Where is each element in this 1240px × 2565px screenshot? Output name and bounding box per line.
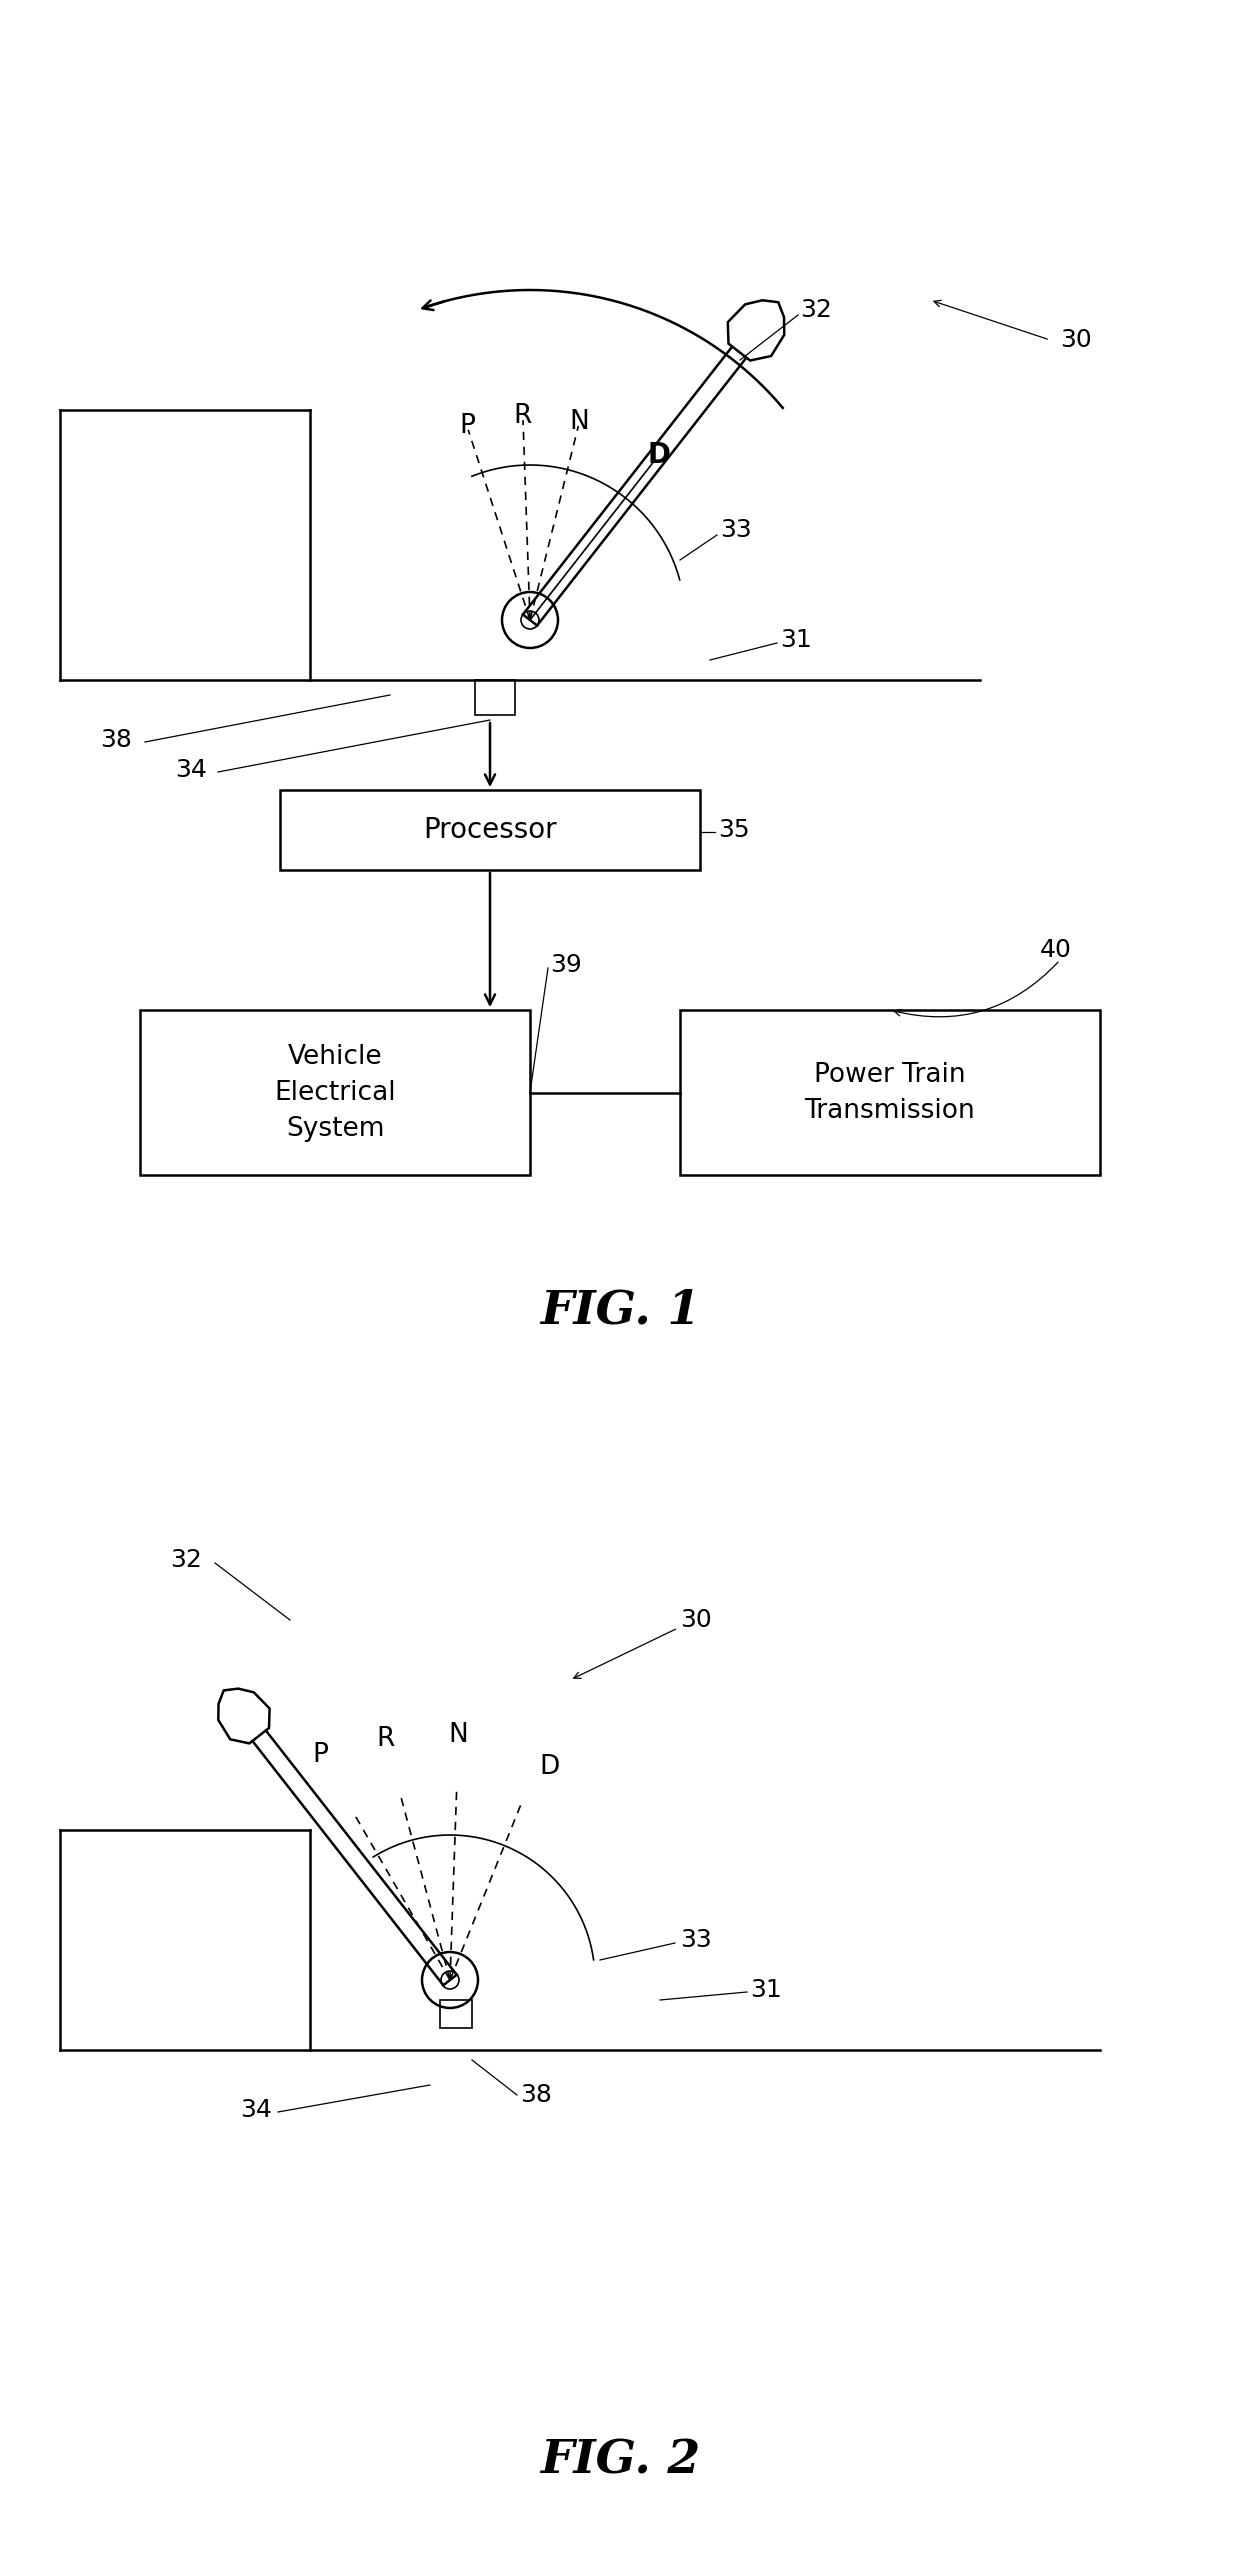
- Text: FIG. 1: FIG. 1: [539, 1288, 701, 1334]
- Bar: [140, 1011, 529, 1175]
- Bar: [680, 1011, 1100, 1175]
- Text: P: P: [312, 1742, 327, 1767]
- Text: 38: 38: [100, 728, 131, 752]
- Bar: [280, 790, 701, 870]
- Bar: [440, 2001, 472, 2029]
- Bar: [475, 680, 515, 716]
- Text: 30: 30: [1060, 328, 1091, 351]
- Text: R: R: [513, 403, 532, 428]
- Text: 38: 38: [520, 2083, 552, 2106]
- Text: Processor: Processor: [423, 816, 557, 844]
- Text: 35: 35: [718, 818, 750, 841]
- Text: 34: 34: [241, 2098, 272, 2121]
- Text: 40: 40: [1040, 939, 1071, 962]
- Text: D: D: [647, 441, 671, 469]
- Text: 32: 32: [170, 1549, 202, 1572]
- Text: 39: 39: [551, 954, 582, 977]
- Text: 31: 31: [780, 628, 812, 652]
- Text: R: R: [376, 1726, 394, 1752]
- Text: 33: 33: [680, 1929, 712, 1952]
- Text: 32: 32: [800, 298, 832, 323]
- Text: D: D: [539, 1754, 559, 1780]
- Text: Vehicle
Electrical
System: Vehicle Electrical System: [274, 1044, 396, 1141]
- Text: FIG. 2: FIG. 2: [539, 2437, 701, 2483]
- Text: 34: 34: [175, 759, 207, 782]
- Text: 31: 31: [750, 1978, 781, 2003]
- Text: N: N: [569, 408, 589, 436]
- Text: 33: 33: [720, 518, 751, 541]
- Text: 30: 30: [680, 1608, 712, 1631]
- Text: Power Train
Transmission: Power Train Transmission: [805, 1062, 976, 1123]
- Text: P: P: [459, 413, 475, 439]
- Text: N: N: [449, 1721, 469, 1749]
